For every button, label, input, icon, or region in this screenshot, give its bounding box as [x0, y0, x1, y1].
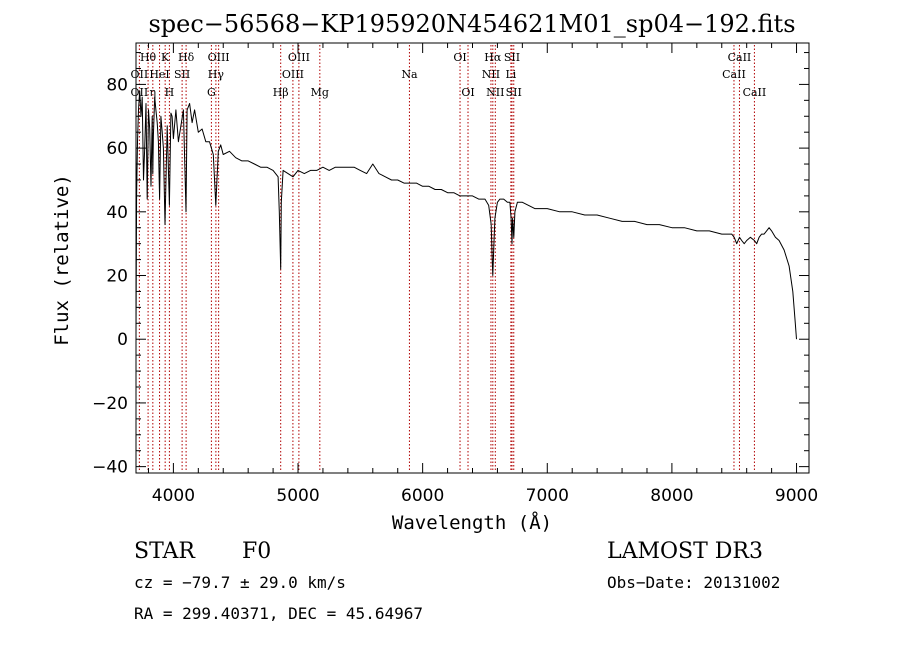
- line-label: OIII: [288, 51, 310, 64]
- line-label: Na: [401, 68, 418, 81]
- line-label: η: [150, 86, 157, 99]
- emission-line-markers: [138, 45, 755, 471]
- x-tick-label: 9000: [775, 486, 818, 506]
- line-label: Li: [505, 68, 516, 81]
- line-label: OIII: [282, 68, 304, 81]
- line-label: K: [161, 51, 170, 64]
- x-tick-label: 7000: [526, 486, 569, 506]
- spectral-subclass: F0: [242, 539, 272, 564]
- object-class: STAR: [134, 539, 195, 564]
- y-tick-label: −20: [92, 394, 128, 414]
- line-label: OI: [461, 86, 474, 99]
- x-axis-label: Wavelength (Å): [392, 511, 552, 534]
- line-label: OI: [453, 51, 466, 64]
- line-label: NII: [482, 68, 500, 81]
- line-label: Hδ: [178, 51, 195, 64]
- x-axis-ticks: 4000 5000 6000 7000 8000 9000: [147, 43, 818, 506]
- x-tick-label: 6000: [401, 486, 444, 506]
- coordinates: RA = 299.40371, DEC = 45.64967: [134, 604, 423, 623]
- line-label: Hγ: [208, 68, 225, 81]
- y-axis-ticks: −40 −20 0 20 40 60 80: [92, 52, 809, 478]
- line-label: SII: [174, 68, 190, 81]
- line-label: CaII: [728, 51, 752, 64]
- obs-date: Obs−Date: 20131002: [607, 573, 781, 592]
- line-label: Hβ: [273, 86, 289, 99]
- line-label: Mg: [311, 86, 329, 99]
- survey-name: LAMOST DR3: [607, 539, 763, 564]
- line-label: SII: [504, 51, 520, 64]
- line-label: CaII: [743, 86, 767, 99]
- line-label: OII: [131, 68, 149, 81]
- spectrum-line: [135, 90, 797, 340]
- line-label: NII: [486, 86, 504, 99]
- line-label: G: [207, 86, 216, 99]
- line-label: OIII: [208, 51, 230, 64]
- y-tick-label: 60: [106, 139, 128, 159]
- cz-value: cz = −79.7 ± 29.0 km/s: [134, 573, 346, 592]
- y-axis-label: Flux (relative): [51, 174, 73, 346]
- line-label: H: [165, 86, 175, 99]
- chart-title: spec−56568−KP195920N454621M01_sp04−192.f…: [148, 10, 795, 38]
- y-tick-label: 80: [106, 75, 128, 95]
- y-tick-label: 20: [106, 267, 128, 287]
- y-tick-label: −40: [92, 458, 128, 478]
- x-tick-label: 4000: [152, 486, 195, 506]
- y-tick-label: 40: [106, 203, 128, 223]
- x-tick-label: 8000: [650, 486, 693, 506]
- plot-frame: [135, 42, 810, 474]
- x-tick-label: 5000: [276, 486, 319, 506]
- line-label: CaII: [722, 68, 746, 81]
- line-label: Hθ: [140, 51, 157, 64]
- line-label: SII: [506, 86, 522, 99]
- line-label: Hα: [484, 51, 502, 64]
- y-tick-label: 0: [117, 330, 128, 350]
- line-label: HeI: [149, 68, 169, 81]
